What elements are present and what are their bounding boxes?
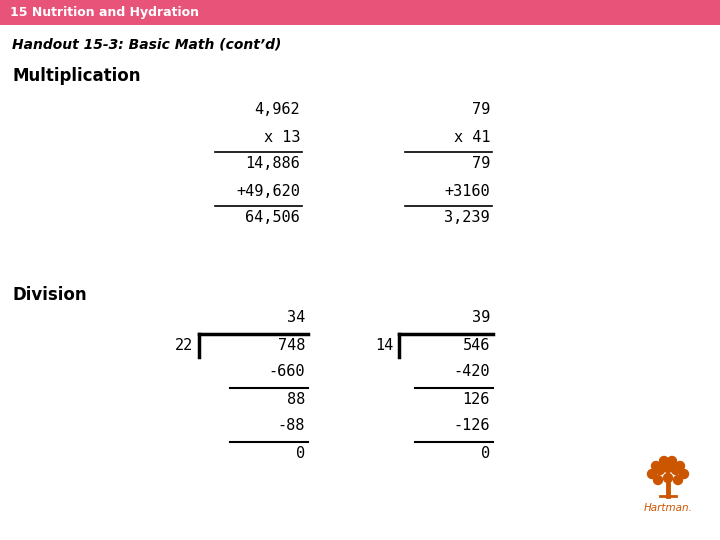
Text: 126: 126 [463,392,490,407]
Text: Hartman.: Hartman. [644,503,693,513]
Text: Handout 15-3: Basic Math (cont’d): Handout 15-3: Basic Math (cont’d) [12,37,282,51]
Text: -126: -126 [454,418,490,434]
Circle shape [680,469,688,478]
Text: 14: 14 [374,338,393,353]
Text: Division: Division [12,286,86,304]
Circle shape [675,462,685,470]
Bar [0,0,720,25]
Text: 88: 88 [287,392,305,407]
Text: -660: -660 [269,364,305,380]
Text: Multiplication: Multiplication [12,67,140,85]
Text: 34: 34 [287,310,305,326]
Circle shape [672,465,680,475]
Text: -420: -420 [454,364,490,380]
Circle shape [647,469,657,478]
Text: 14,886: 14,886 [246,157,300,172]
Text: 79: 79 [472,157,490,172]
Text: 748: 748 [278,338,305,353]
Circle shape [660,456,668,465]
Circle shape [664,474,672,483]
Circle shape [673,476,683,484]
Text: 4,962: 4,962 [254,103,300,118]
Text: 64,506: 64,506 [246,211,300,226]
Text: 546: 546 [463,338,490,353]
Circle shape [655,465,665,475]
Circle shape [664,463,672,472]
Circle shape [667,456,677,465]
Text: +3160: +3160 [444,184,490,199]
Text: 0: 0 [296,446,305,461]
Circle shape [654,476,662,484]
Circle shape [652,462,660,470]
Text: 0: 0 [481,446,490,461]
Text: 22: 22 [175,338,193,353]
Text: 79: 79 [472,103,490,118]
Text: -88: -88 [278,418,305,434]
Text: 3,239: 3,239 [444,211,490,226]
Text: 15 Nutrition and Hydration: 15 Nutrition and Hydration [10,6,199,19]
Text: x 41: x 41 [454,130,490,145]
Text: x 13: x 13 [264,130,300,145]
Text: 39: 39 [472,310,490,326]
Text: +49,620: +49,620 [236,184,300,199]
